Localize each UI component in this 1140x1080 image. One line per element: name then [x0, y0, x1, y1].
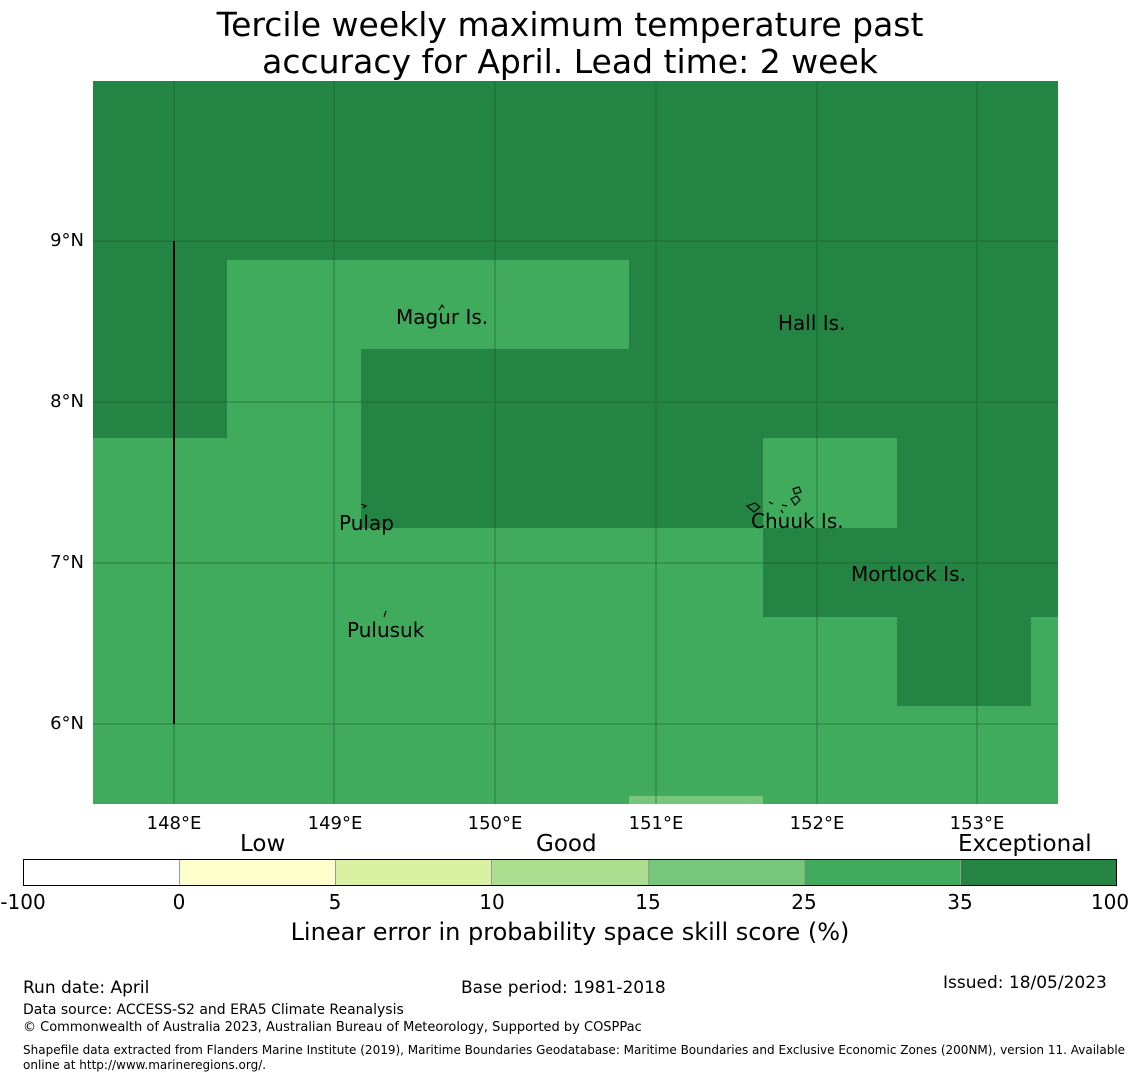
tick-label: -100	[0, 890, 46, 914]
lon-label-148e: 148°E	[146, 813, 202, 834]
title-line-2: accuracy for April. Lead time: 2 week	[262, 42, 878, 81]
tick-label: 5	[328, 890, 342, 914]
category-low: Low	[240, 831, 286, 857]
data-source: Data source: ACCESS-S2 and ERA5 Climate …	[23, 1002, 404, 1018]
island-magur	[438, 303, 445, 311]
island-pulusuk	[383, 610, 387, 618]
region-8	[1031, 617, 1058, 706]
region-13	[629, 796, 763, 804]
category-good: Good	[536, 831, 597, 857]
island-outlines	[360, 303, 802, 618]
tick-label: 25	[791, 890, 817, 914]
place-label-magur: Magur Is.	[396, 305, 488, 329]
region-7	[897, 706, 1058, 804]
tick-label: 15	[635, 890, 661, 914]
colorbar-segment-3	[492, 860, 649, 885]
run-date: Run date: April	[23, 978, 150, 998]
region-6	[763, 617, 897, 804]
island-chuuk	[745, 486, 802, 514]
region-5	[763, 438, 897, 528]
lat-label-9n: 9°N	[50, 230, 84, 251]
colorbar	[23, 859, 1117, 886]
map-title: Tercile weekly maximum temperature past …	[0, 6, 1140, 80]
place-label-hall: Hall Is.	[778, 311, 845, 335]
region-11	[897, 528, 1058, 617]
tick-label: 100	[1090, 890, 1130, 914]
colorbar-segment-2	[336, 860, 493, 885]
lon-label-151e: 151°E	[628, 813, 684, 834]
place-label-pulusuk: Pulusuk	[347, 618, 425, 642]
colorbar-segment-0	[24, 860, 181, 885]
colorbar-segment-6	[960, 860, 1116, 885]
place-label-mortlock: Mortlock Is.	[851, 562, 966, 586]
lon-label-150e: 150°E	[467, 813, 523, 834]
lon-label-152e: 152°E	[789, 813, 845, 834]
category-exceptional: Exceptional	[958, 831, 1092, 857]
place-label-chuuk: Chuuk Is.	[751, 509, 844, 533]
region-1	[227, 260, 629, 349]
tick-label: 35	[947, 890, 973, 914]
lat-label-7n: 7°N	[50, 552, 84, 573]
tick-label: 0	[172, 890, 186, 914]
region-12	[897, 617, 1031, 706]
shapefile-credit: Shapefile data extracted from Flanders M…	[23, 1043, 1138, 1073]
region-9	[361, 349, 763, 528]
lon-label-149e: 149°E	[307, 813, 363, 834]
shapefile-credit-line-2: online at http://www.marineregions.org/.	[23, 1058, 267, 1072]
region-3	[93, 438, 361, 804]
lon-label-153e: 153°E	[949, 813, 1005, 834]
region-10	[763, 528, 897, 617]
colorbar-segment-1	[180, 860, 337, 885]
shapefile-credit-line-1: Shapefile data extracted from Flanders M…	[23, 1043, 1126, 1057]
lat-label-8n: 8°N	[50, 391, 84, 412]
colorbar-title: Linear error in probability space skill …	[290, 918, 850, 946]
copyright: © Commonwealth of Australia 2023, Austra…	[23, 1020, 642, 1035]
base-period: Base period: 1981-2018	[461, 978, 666, 998]
island-pulap	[360, 503, 368, 509]
region-4	[361, 528, 763, 804]
colorbar-segment-5	[804, 860, 961, 885]
tick-label: 10	[479, 890, 505, 914]
skill-map: Magur Is. Hall Is. Pulap Chuuk Is. Mortl…	[93, 81, 1058, 804]
lat-label-6n: 6°N	[50, 713, 84, 734]
colorbar-segment-4	[648, 860, 805, 885]
issued-date: Issued: 18/05/2023	[943, 973, 1107, 993]
place-label-pulap: Pulap	[339, 511, 394, 535]
title-line-1: Tercile weekly maximum temperature past	[216, 5, 924, 44]
